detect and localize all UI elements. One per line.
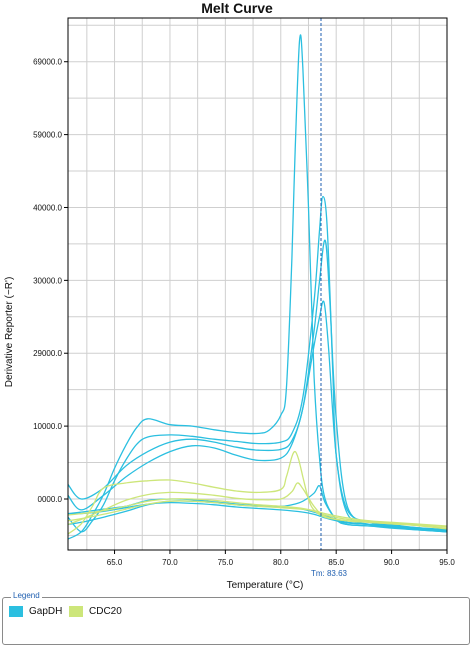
y-tick-label: 10000.0 xyxy=(33,422,62,431)
tm-marker-layer: Tm: 83.63 xyxy=(311,18,348,578)
x-tick-label: 80.0 xyxy=(273,558,289,567)
y-tick-label: 30000.0 xyxy=(33,276,62,285)
legend-caption: Legend xyxy=(11,591,42,600)
series-line-cdc20-8 xyxy=(67,482,448,530)
x-tick-label: 90.0 xyxy=(384,558,400,567)
legend-box: Legend GapDH CDC20 xyxy=(2,591,470,645)
legend-label-cdc20: CDC20 xyxy=(89,606,122,617)
y-axis-label: Derivative Reporter (−R') xyxy=(4,277,15,388)
legend-item-cdc20[interactable]: CDC20 xyxy=(69,606,122,617)
y-tick-label: 69000.0 xyxy=(33,58,62,67)
y-tick-label: 59000.0 xyxy=(33,131,62,140)
y-tick-label: 40000.0 xyxy=(33,203,62,212)
series-line-cdc20-10 xyxy=(67,500,448,527)
series-line-gapdh-6 xyxy=(67,501,448,531)
x-tick-label: 85.0 xyxy=(328,558,344,567)
legend-label-gapdh: GapDH xyxy=(29,606,63,617)
curve-layer xyxy=(67,34,448,540)
legend-item-gapdh[interactable]: GapDH xyxy=(9,606,62,617)
plot-frame xyxy=(67,17,448,551)
grid-layer xyxy=(68,18,447,550)
tm-marker-label: Tm: 83.63 xyxy=(311,569,348,578)
melt-curve-chart: Tm: 83.63 0000.0 10000.0 29000.0 30000.0 400… xyxy=(4,17,455,591)
y-tick-label: 29000.0 xyxy=(33,349,62,358)
y-tick-label: 0000.0 xyxy=(38,495,63,504)
axis-layer: 0000.0 10000.0 29000.0 30000.0 40000.0 59000.… xyxy=(33,17,455,567)
x-tick-label: 75.0 xyxy=(218,558,234,567)
legend-swatch-cdc20 xyxy=(69,606,83,617)
series-line-cdc20-9 xyxy=(67,498,448,528)
x-tick-label: 95.0 xyxy=(439,558,455,567)
x-axis-label: Temperature (°C) xyxy=(227,580,304,591)
x-tick-label: 70.0 xyxy=(162,558,178,567)
legend-swatch-gapdh xyxy=(9,606,23,617)
x-tick-label: 65.0 xyxy=(107,558,123,567)
chart-title: Melt Curve xyxy=(201,0,273,16)
